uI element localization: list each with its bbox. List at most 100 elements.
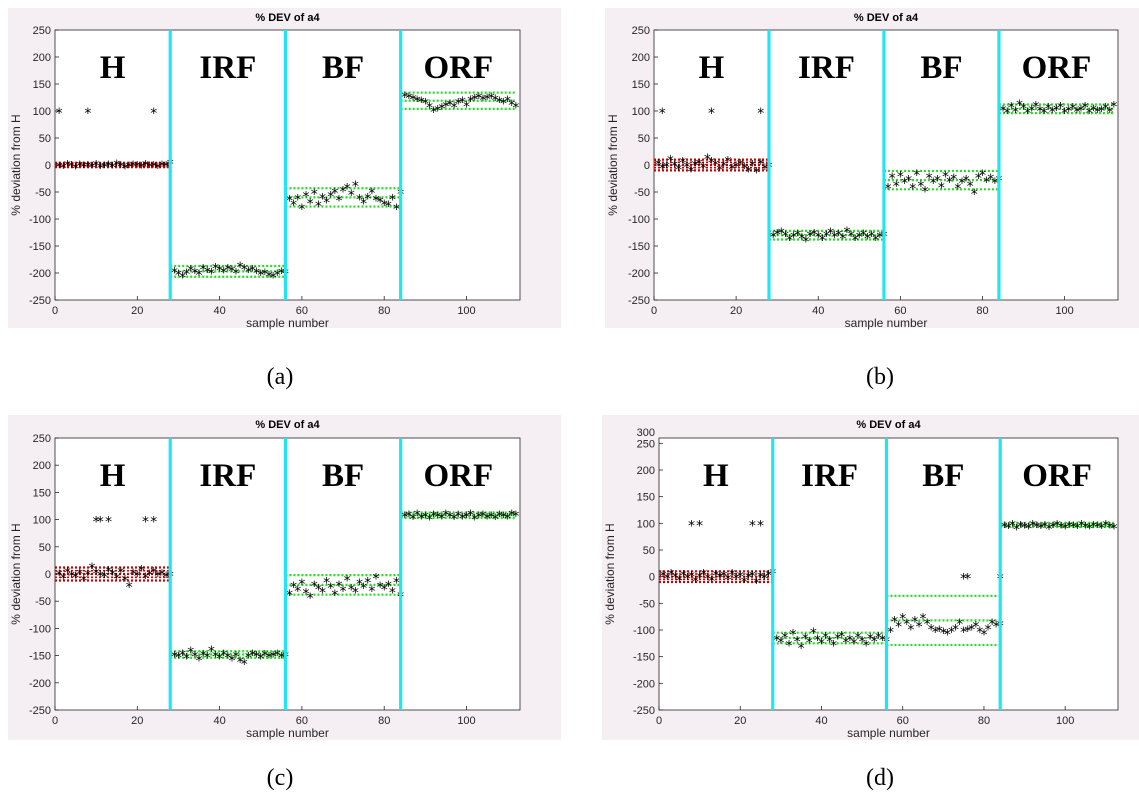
- data-point: *: [724, 155, 731, 171]
- data-point: *: [1066, 519, 1073, 535]
- data-point: *: [360, 581, 367, 597]
- data-point: *: [331, 588, 338, 604]
- data-point: *: [237, 260, 244, 276]
- data-point: *: [389, 585, 396, 601]
- data-point: *: [1045, 522, 1052, 538]
- outlier-point: *: [150, 515, 157, 531]
- data-point: *: [1061, 106, 1068, 122]
- data-point: *: [745, 164, 752, 180]
- data-point: *: [1001, 520, 1008, 536]
- data-point: *: [200, 263, 207, 279]
- data-point: *: [385, 199, 392, 215]
- outlier-point: *: [960, 572, 967, 588]
- data-point: *: [790, 628, 797, 644]
- data-point: *: [76, 159, 83, 175]
- data-point: *: [1049, 105, 1056, 121]
- data-point: *: [500, 510, 507, 526]
- y-tick-label: 200: [33, 460, 51, 472]
- data-point: *: [989, 617, 996, 633]
- data-point: *: [879, 633, 886, 649]
- data-point: *: [426, 101, 433, 117]
- region-label-h: H: [100, 50, 126, 86]
- y-tick-label: -150: [628, 241, 650, 253]
- data-point: *: [208, 266, 215, 282]
- data-point: *: [126, 160, 133, 176]
- chart-panel-d: % DEV of a4 0 20 40 60 80 100 -250 -200 -150 -100 -…: [602, 415, 1139, 740]
- y-tick-label: 300: [637, 427, 655, 439]
- data-point: *: [871, 635, 878, 651]
- data-point: *: [1106, 105, 1113, 121]
- data-point: *: [130, 159, 137, 175]
- data-point: *: [508, 508, 515, 524]
- data-point: *: [97, 161, 104, 177]
- data-point: *: [911, 614, 918, 630]
- data-point: *: [680, 568, 687, 584]
- panel-caption: (d): [866, 765, 894, 791]
- data-point: *: [200, 648, 207, 664]
- data-point: *: [175, 268, 182, 284]
- data-point: *: [204, 651, 211, 667]
- data-point: *: [368, 186, 375, 202]
- data-point: *: [220, 265, 227, 281]
- y-tick-label: -200: [29, 268, 51, 280]
- x-tick-label: 20: [131, 715, 143, 727]
- data-point: *: [1078, 518, 1085, 534]
- data-point: *: [741, 161, 748, 177]
- data-point: *: [504, 511, 511, 527]
- y-axis-label: % deviation from H: [9, 523, 23, 624]
- data-point: *: [1057, 101, 1064, 117]
- data-point: *: [688, 570, 695, 586]
- data-point: *: [319, 585, 326, 601]
- data-point: *: [802, 631, 809, 647]
- data-point: *: [64, 566, 71, 582]
- data-point: *: [134, 159, 141, 175]
- data-point: *: [401, 510, 408, 526]
- data-point: *: [319, 191, 326, 207]
- data-point: *: [863, 638, 870, 654]
- data-point: *: [1053, 103, 1060, 119]
- data-point: *: [245, 651, 252, 667]
- data-point: *: [311, 579, 318, 595]
- data-point: *: [372, 572, 379, 588]
- data-point: *: [475, 510, 482, 526]
- data-point: *: [676, 573, 683, 589]
- data-point: *: [675, 163, 682, 179]
- data-point: *: [806, 636, 813, 652]
- x-tick-label: 0: [656, 715, 662, 727]
- data-point: *: [823, 229, 830, 245]
- data-point: *: [1110, 522, 1117, 538]
- data-point: *: [163, 159, 170, 175]
- data-point: *: [142, 158, 149, 174]
- region-label-bf: BF: [922, 458, 964, 494]
- data-point: *: [158, 159, 165, 175]
- data-point: *: [216, 652, 223, 668]
- region-label-orf: ORF: [423, 50, 493, 86]
- data-point: *: [438, 511, 445, 527]
- data-point: *: [798, 231, 805, 247]
- data-point: *: [500, 96, 507, 112]
- data-point: *: [1029, 518, 1036, 534]
- data-point: *: [938, 181, 945, 197]
- data-point: *: [956, 617, 963, 633]
- data-point: *: [138, 564, 145, 580]
- y-tick-label: 50: [39, 133, 51, 145]
- x-tick-label: 60: [894, 305, 906, 317]
- y-tick-label: 50: [39, 542, 51, 554]
- data-point: *: [928, 622, 935, 638]
- x-tick-label: 80: [378, 715, 390, 727]
- data-point: *: [958, 176, 965, 192]
- x-tick-label: 100: [1056, 715, 1074, 727]
- data-point: *: [1098, 104, 1105, 120]
- x-tick-label: 80: [378, 305, 390, 317]
- data-point: *: [810, 626, 817, 642]
- data-point: *: [897, 170, 904, 186]
- data-point: *: [196, 268, 203, 284]
- data-point: *: [1041, 519, 1048, 535]
- data-point: *: [1024, 106, 1031, 122]
- data-point: *: [875, 630, 882, 646]
- data-point: *: [270, 650, 277, 666]
- data-point: *: [352, 585, 359, 601]
- y-tick-label: 250: [637, 438, 655, 450]
- data-point: *: [704, 152, 711, 168]
- x-tick-label: 60: [296, 715, 308, 727]
